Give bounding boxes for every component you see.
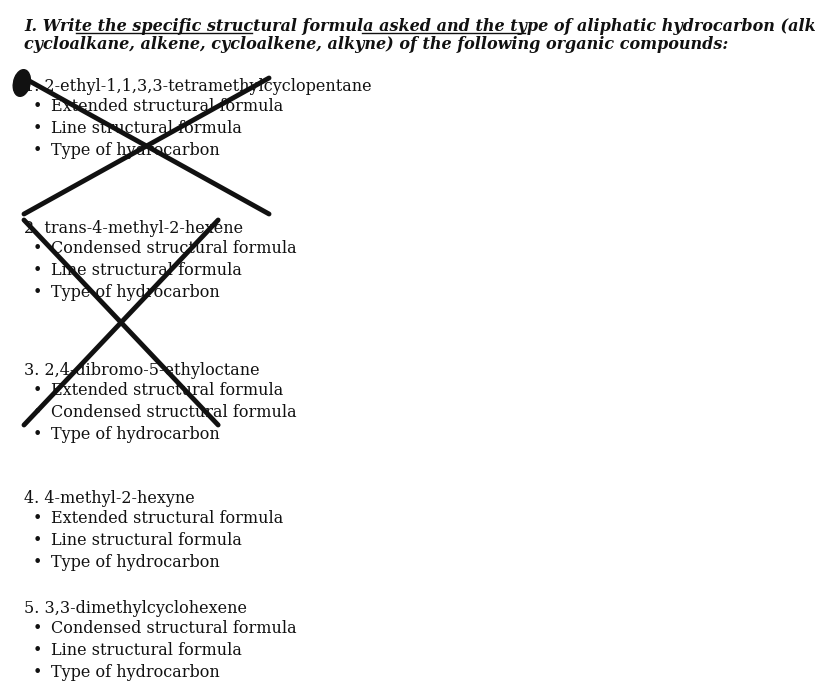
Text: Type of hydrocarbon: Type of hydrocarbon: [51, 142, 220, 159]
Text: •: •: [33, 554, 42, 571]
Text: •: •: [33, 262, 42, 279]
Text: Line structural formula: Line structural formula: [51, 120, 242, 137]
Text: Condensed structural formula: Condensed structural formula: [51, 620, 296, 637]
Text: 1. 2-ethyl-1,1,3,3-tetramethylcyclopentane: 1. 2-ethyl-1,1,3,3-tetramethylcyclopenta…: [24, 78, 371, 95]
Text: •: •: [33, 382, 42, 399]
Text: •: •: [33, 404, 42, 421]
Text: •: •: [33, 532, 42, 549]
Text: •: •: [33, 98, 42, 115]
Text: •: •: [33, 142, 42, 159]
Ellipse shape: [13, 70, 30, 96]
Text: Line structural formula: Line structural formula: [51, 532, 242, 549]
Text: •: •: [33, 284, 42, 301]
Text: •: •: [33, 642, 42, 659]
Text: 3. 2,4-dibromo-5-ethyloctane: 3. 2,4-dibromo-5-ethyloctane: [24, 362, 259, 379]
Text: Type of hydrocarbon: Type of hydrocarbon: [51, 284, 220, 301]
Text: 4. 4-methyl-2-hexyne: 4. 4-methyl-2-hexyne: [24, 490, 195, 507]
Text: Condensed structural formula: Condensed structural formula: [51, 240, 296, 257]
Text: Type of hydrocarbon: Type of hydrocarbon: [51, 664, 220, 681]
Text: 5. 3,3-dimethylcyclohexene: 5. 3,3-dimethylcyclohexene: [24, 600, 247, 617]
Text: cycloalkane, alkene, cycloalkene, alkyne) of the following organic compounds:: cycloalkane, alkene, cycloalkene, alkyne…: [24, 36, 728, 53]
Text: •: •: [33, 664, 42, 681]
Text: •: •: [33, 620, 42, 637]
Text: Extended structural formula: Extended structural formula: [51, 382, 283, 399]
Text: Line structural formula: Line structural formula: [51, 262, 242, 279]
Text: Type of hydrocarbon: Type of hydrocarbon: [51, 554, 220, 571]
Text: Type of hydrocarbon: Type of hydrocarbon: [51, 426, 220, 443]
Text: Condensed structural formula: Condensed structural formula: [51, 404, 296, 421]
Text: •: •: [33, 120, 42, 137]
Text: 2. trans-4-methyl-2-hexene: 2. trans-4-methyl-2-hexene: [24, 220, 243, 237]
Text: Extended structural formula: Extended structural formula: [51, 510, 283, 527]
Text: •: •: [33, 426, 42, 443]
Text: •: •: [33, 240, 42, 257]
Text: •: •: [33, 510, 42, 527]
Text: I. Write the specific structural formula asked and the type of aliphatic hydroca: I. Write the specific structural formula…: [24, 18, 816, 35]
Text: Line structural formula: Line structural formula: [51, 642, 242, 659]
Text: Extended structural formula: Extended structural formula: [51, 98, 283, 115]
